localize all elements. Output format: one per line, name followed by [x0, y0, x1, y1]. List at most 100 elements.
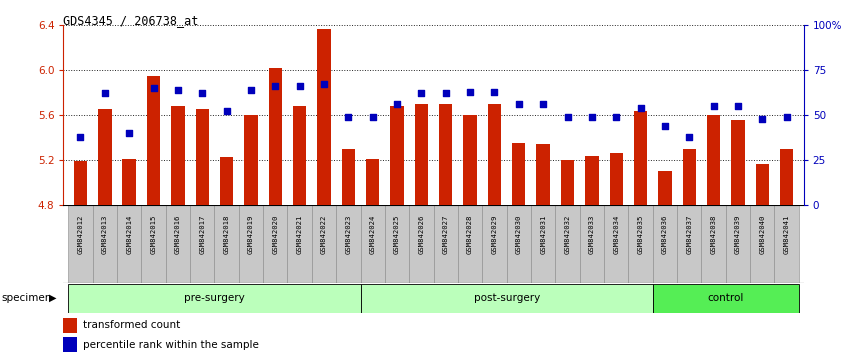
Point: [536, 101, 550, 107]
Bar: [701, 205, 726, 283]
Bar: [707, 115, 720, 205]
Bar: [409, 205, 433, 283]
Text: transformed count: transformed count: [83, 320, 180, 330]
Bar: [458, 205, 482, 283]
Bar: [342, 149, 355, 205]
Bar: [117, 205, 141, 283]
Text: GSM842022: GSM842022: [321, 215, 327, 254]
Point: [98, 91, 112, 96]
Text: GSM842041: GSM842041: [783, 215, 789, 254]
Text: GSM842012: GSM842012: [78, 215, 84, 254]
Bar: [123, 159, 136, 205]
Bar: [609, 153, 623, 205]
Bar: [98, 109, 112, 205]
Text: GDS4345 / 206738_at: GDS4345 / 206738_at: [63, 14, 199, 27]
Bar: [629, 205, 653, 283]
Bar: [433, 205, 458, 283]
Bar: [634, 110, 647, 205]
Point: [195, 91, 209, 96]
Bar: [755, 164, 769, 205]
Text: GSM842038: GSM842038: [711, 215, 717, 254]
Bar: [415, 104, 428, 205]
Bar: [190, 205, 214, 283]
Point: [366, 114, 380, 120]
Bar: [263, 205, 288, 283]
Text: GSM842039: GSM842039: [735, 215, 741, 254]
Text: GSM842031: GSM842031: [540, 215, 547, 254]
Bar: [390, 106, 404, 205]
Bar: [658, 171, 672, 205]
Point: [123, 130, 136, 136]
Bar: [555, 205, 580, 283]
Bar: [244, 115, 258, 205]
Text: GSM842033: GSM842033: [589, 215, 595, 254]
Text: GSM842013: GSM842013: [102, 215, 107, 254]
Text: GSM842032: GSM842032: [564, 215, 570, 254]
Bar: [512, 143, 525, 205]
Point: [780, 114, 794, 120]
Bar: [531, 205, 555, 283]
Point: [293, 83, 306, 89]
Text: GSM842029: GSM842029: [492, 215, 497, 254]
Bar: [293, 106, 306, 205]
Text: GSM842028: GSM842028: [467, 215, 473, 254]
Bar: [683, 149, 696, 205]
Text: GSM842035: GSM842035: [638, 215, 644, 254]
Bar: [750, 205, 774, 283]
Point: [683, 134, 696, 139]
Point: [317, 81, 331, 87]
Point: [464, 89, 477, 95]
Bar: [464, 115, 477, 205]
Bar: [312, 205, 336, 283]
Text: GSM842023: GSM842023: [345, 215, 351, 254]
Point: [74, 134, 87, 139]
Point: [146, 85, 160, 91]
Bar: [677, 205, 701, 283]
Text: GSM842025: GSM842025: [394, 215, 400, 254]
Bar: [74, 161, 87, 205]
Bar: [195, 109, 209, 205]
Text: GSM842017: GSM842017: [200, 215, 206, 254]
Bar: [774, 205, 799, 283]
Point: [171, 87, 184, 93]
Bar: [488, 104, 501, 205]
Point: [268, 83, 282, 89]
Point: [585, 114, 599, 120]
Bar: [585, 156, 599, 205]
Bar: [653, 284, 799, 313]
Bar: [580, 205, 604, 283]
Bar: [166, 205, 190, 283]
Text: GSM842016: GSM842016: [175, 215, 181, 254]
Bar: [288, 205, 312, 283]
Point: [390, 101, 404, 107]
Bar: [653, 205, 677, 283]
Point: [731, 103, 744, 109]
Text: GSM842037: GSM842037: [686, 215, 692, 254]
Text: pre-surgery: pre-surgery: [184, 293, 244, 303]
Text: post-surgery: post-surgery: [474, 293, 540, 303]
Text: GSM842020: GSM842020: [272, 215, 278, 254]
Point: [609, 114, 623, 120]
Text: GSM842027: GSM842027: [442, 215, 448, 254]
Point: [439, 91, 453, 96]
Text: GSM842026: GSM842026: [419, 215, 425, 254]
Bar: [385, 205, 409, 283]
Bar: [360, 284, 653, 313]
Bar: [336, 205, 360, 283]
Point: [342, 114, 355, 120]
Point: [244, 87, 258, 93]
Bar: [366, 159, 379, 205]
Point: [755, 116, 769, 121]
Bar: [536, 144, 550, 205]
Text: percentile rank within the sample: percentile rank within the sample: [83, 339, 259, 350]
Text: GSM842019: GSM842019: [248, 215, 254, 254]
Bar: [507, 205, 531, 283]
Text: specimen: specimen: [2, 293, 52, 303]
Point: [707, 103, 721, 109]
Bar: [141, 205, 166, 283]
Point: [634, 105, 647, 111]
Bar: [69, 205, 93, 283]
Bar: [63, 337, 77, 352]
Text: ▶: ▶: [49, 293, 57, 303]
Bar: [214, 205, 239, 283]
